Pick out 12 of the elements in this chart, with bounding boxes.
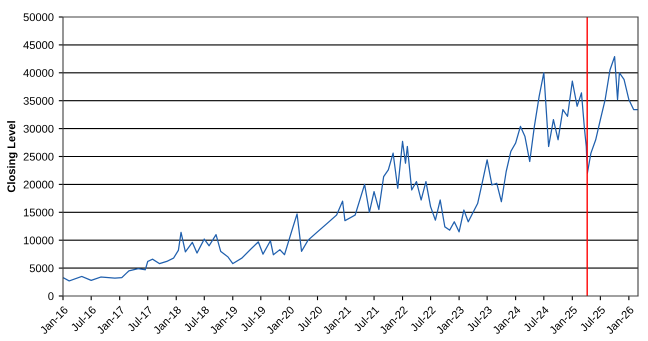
y-tick-label: 20000 (24, 180, 54, 189)
y-tick-label: 15000 (24, 208, 54, 216)
y-axis-title: Closing Level (7, 121, 18, 192)
y-tick-label: 45000 (23, 41, 54, 50)
y-tick-label: 10000 (24, 236, 54, 244)
y-tick-label: 40000 (23, 69, 54, 77)
y-tick-label: 25000 (24, 152, 54, 161)
y-tick-label: 50000 (24, 13, 54, 22)
y-tick-label: 35000 (24, 96, 54, 105)
y-tick-label: 0 (48, 292, 54, 300)
y-tick-label: 30000 (24, 124, 54, 133)
y-tick-label: 5000 (30, 264, 54, 272)
